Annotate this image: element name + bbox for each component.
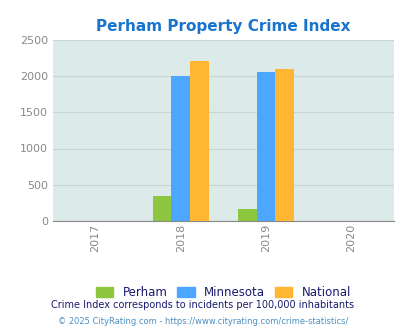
Legend: Perham, Minnesota, National: Perham, Minnesota, National — [91, 281, 355, 304]
Bar — [152, 196, 171, 221]
Bar — [237, 210, 256, 221]
Title: Perham Property Crime Index: Perham Property Crime Index — [96, 19, 350, 34]
Bar — [275, 69, 293, 221]
Bar — [190, 61, 208, 221]
Bar — [256, 72, 275, 221]
Text: © 2025 CityRating.com - https://www.cityrating.com/crime-statistics/: © 2025 CityRating.com - https://www.city… — [58, 317, 347, 326]
Text: Crime Index corresponds to incidents per 100,000 inhabitants: Crime Index corresponds to incidents per… — [51, 300, 354, 310]
Bar — [171, 76, 190, 221]
